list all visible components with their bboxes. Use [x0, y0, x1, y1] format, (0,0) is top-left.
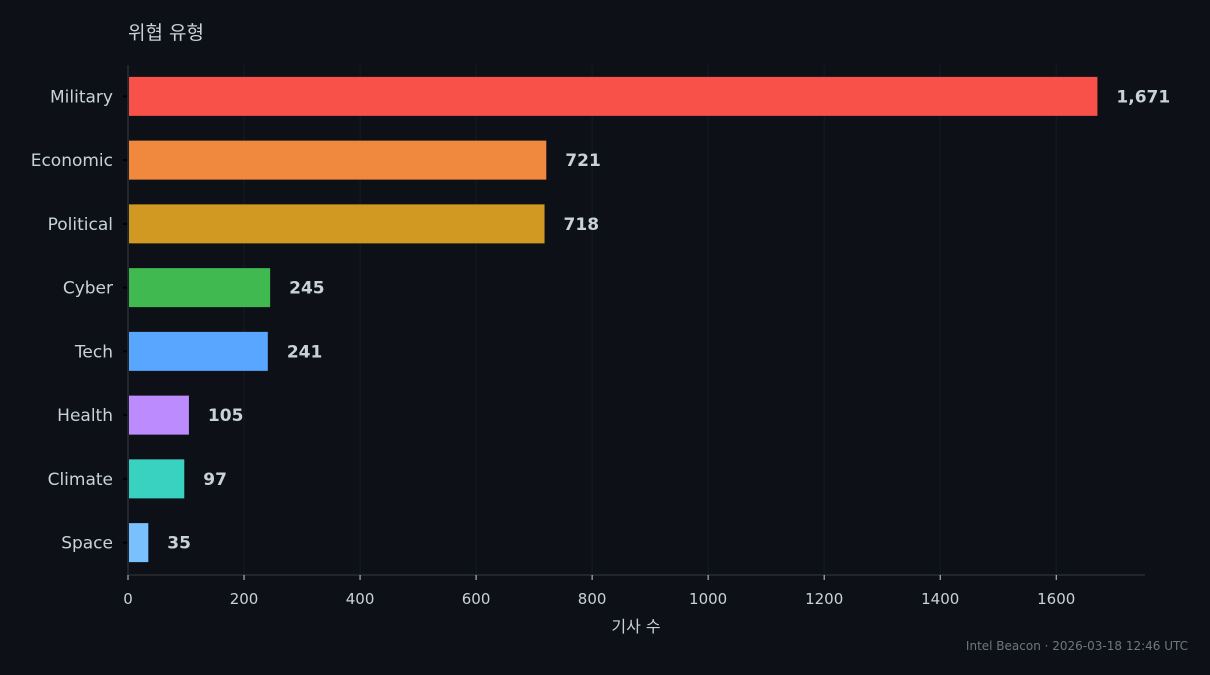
bar-cyber [129, 268, 271, 308]
value-label: 245 [289, 279, 325, 299]
value-label: 718 [564, 215, 600, 235]
x-tick-label: 600 [462, 590, 491, 608]
category-label: Health [57, 406, 113, 426]
bar-group-space: Space 35 [61, 523, 191, 563]
footer-text: Intel Beacon · 2026-03-18 12:46 UTC [966, 639, 1188, 653]
bar-group-cyber: Cyber 245 [63, 268, 325, 308]
x-tick-label: 1600 [1037, 590, 1075, 608]
category-label: Military [50, 87, 113, 107]
bar-group-political: Political 718 [48, 204, 600, 244]
x-tick-label: 400 [346, 590, 375, 608]
category-label: Economic [31, 151, 113, 171]
chart-title: 위협 유형 [128, 22, 204, 44]
x-tick-label: 1400 [921, 590, 959, 608]
value-label: 1,671 [1116, 87, 1170, 107]
x-ticks: 0 200 400 600 800 1000 1200 1400 1600 [123, 575, 1075, 608]
value-label: 721 [565, 151, 601, 171]
value-label: 105 [208, 406, 244, 426]
x-tick-label: 800 [578, 590, 607, 608]
bar-health [129, 395, 189, 435]
x-tick-label: 1200 [805, 590, 843, 608]
bar-group-health: Health 105 [57, 395, 244, 435]
bar-military [129, 76, 1098, 116]
value-label: 97 [203, 470, 227, 490]
bar-group-climate: Climate 97 [48, 459, 227, 499]
x-tick-label: 200 [230, 590, 259, 608]
value-label: 35 [167, 534, 191, 554]
category-label: Cyber [63, 279, 113, 299]
bar-space [129, 523, 149, 563]
bar-climate [129, 459, 185, 499]
bar-political [129, 204, 545, 244]
bar-economic [129, 140, 547, 180]
bar-group-military: Military 1,671 [50, 76, 1170, 116]
bars: Military 1,671 Economic 721 Political 718 Cybe… [31, 76, 1170, 563]
x-tick-label: 1000 [689, 590, 727, 608]
category-label: Climate [48, 470, 113, 490]
value-label: 241 [287, 342, 323, 362]
x-axis-label: 기사 수 [611, 617, 660, 636]
x-tick-label: 0 [123, 590, 133, 608]
bar-group-tech: Tech 241 [74, 331, 323, 371]
category-label: Tech [74, 342, 113, 362]
category-label: Political [48, 215, 113, 235]
category-label: Space [61, 534, 113, 554]
bar-tech [129, 331, 268, 371]
bar-group-economic: Economic 721 [31, 140, 601, 180]
